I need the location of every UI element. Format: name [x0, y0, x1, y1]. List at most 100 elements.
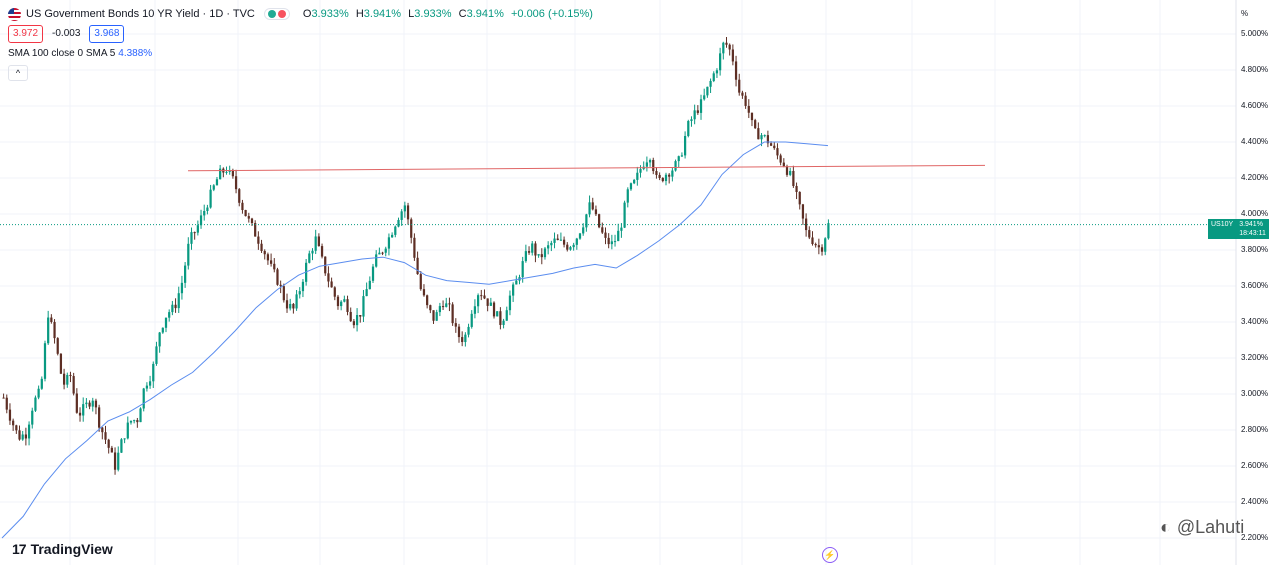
candle-body — [419, 274, 422, 290]
candle-body — [330, 281, 333, 288]
candle-body — [789, 170, 792, 175]
candle-body — [107, 439, 110, 448]
candle-body — [817, 245, 820, 248]
candle-body — [365, 289, 368, 297]
spread-value: -0.003 — [52, 28, 81, 39]
candle-body — [496, 311, 499, 317]
candle-body — [760, 135, 763, 140]
candle-body — [725, 42, 728, 45]
candle-body — [671, 170, 674, 177]
candle-body — [591, 202, 594, 210]
symbol-title[interactable]: US Government Bonds 10 YR Yield · 1D · T… — [26, 8, 255, 20]
tradingview-logo[interactable]: 17 TradingView — [12, 541, 113, 557]
price-tag-countdown: 18:43:11 — [1239, 230, 1266, 237]
candle-body — [782, 162, 785, 167]
collapse-legend-button[interactable]: ^ — [8, 65, 28, 81]
candle-body — [276, 269, 279, 285]
sma-100-line — [1, 141, 829, 539]
candle-body — [343, 299, 346, 302]
axis-unit: % — [1241, 9, 1249, 18]
candle-body — [422, 289, 426, 296]
candle-body — [712, 73, 715, 81]
candle-body — [534, 243, 537, 256]
buy-button[interactable]: 3.968 — [89, 25, 125, 43]
candle-body — [362, 296, 365, 317]
candle-body — [400, 211, 403, 220]
candle-body — [21, 434, 24, 440]
candle-body — [483, 295, 486, 299]
candle-body — [397, 219, 400, 227]
candle-body — [53, 321, 56, 339]
candle-body — [693, 110, 696, 120]
candle-body — [636, 172, 639, 180]
candle-body — [352, 321, 356, 326]
candle-body — [394, 226, 397, 235]
candle-body — [292, 303, 295, 309]
candle-body — [432, 310, 435, 321]
candle-body — [110, 447, 113, 453]
candle-body — [480, 295, 483, 297]
candle-body — [687, 120, 690, 137]
candle-body — [763, 135, 766, 137]
axis-tick-label: 2.800% — [1241, 425, 1269, 434]
candle-body — [355, 315, 359, 326]
candle-body — [387, 237, 391, 249]
candle-body — [795, 185, 798, 193]
candle-body — [811, 237, 814, 245]
candle-body — [486, 298, 489, 306]
candle-body — [126, 422, 129, 439]
candle-body — [298, 291, 301, 295]
candle-body — [562, 239, 566, 245]
candle-body — [731, 49, 734, 62]
candle-body — [661, 177, 664, 182]
candle-body — [152, 363, 155, 382]
candle-body — [180, 282, 184, 294]
sell-button[interactable]: 3.972 — [8, 25, 44, 43]
candle-body — [273, 263, 276, 270]
candle-body — [750, 112, 754, 121]
candle-body — [203, 211, 206, 216]
candle-body — [470, 313, 473, 327]
candle-body — [785, 166, 789, 175]
candle-body — [722, 42, 725, 54]
candle-body — [820, 247, 824, 252]
candle-body — [699, 99, 703, 113]
candle-body — [158, 332, 161, 347]
data-delay-icon — [277, 10, 286, 18]
candle-body — [594, 209, 598, 215]
price-tag-price: 3.941% — [1239, 221, 1263, 228]
candle-body — [2, 397, 5, 399]
price-tag-symbol: US10Y — [1208, 219, 1237, 239]
market-status-pill[interactable] — [263, 8, 290, 20]
axis-tick-label: 4.800% — [1241, 65, 1269, 74]
candle-body — [244, 210, 247, 217]
candle-body — [317, 236, 320, 247]
candle-body — [241, 202, 244, 211]
candle-body — [129, 420, 133, 423]
candle-body — [808, 230, 811, 238]
candle-body — [209, 189, 212, 208]
candle-body — [674, 161, 677, 171]
candle-body — [346, 299, 349, 312]
candle-body — [193, 232, 196, 234]
candle-body — [234, 176, 238, 190]
candle-body — [136, 420, 139, 423]
candle-body — [652, 159, 655, 172]
lightning-icon[interactable]: ⚡ — [822, 547, 838, 563]
tv-logo-icon: 17 — [12, 541, 27, 557]
candle-body — [359, 315, 362, 317]
resistance-line[interactable] — [187, 164, 986, 172]
candle-body — [384, 248, 387, 253]
candle-body — [537, 254, 540, 256]
candle-body — [320, 246, 324, 257]
candle-body — [72, 376, 75, 394]
chart-grid — [0, 0, 1236, 565]
candle-body — [779, 155, 782, 163]
candle-body — [142, 388, 145, 409]
candle-body — [37, 388, 40, 398]
candle-body — [709, 80, 712, 87]
axis-tick-label: 2.200% — [1241, 533, 1269, 542]
candle-body — [814, 244, 817, 246]
indicator-legend[interactable]: SMA 100 close 0 SMA 5 4.388% — [8, 48, 153, 59]
